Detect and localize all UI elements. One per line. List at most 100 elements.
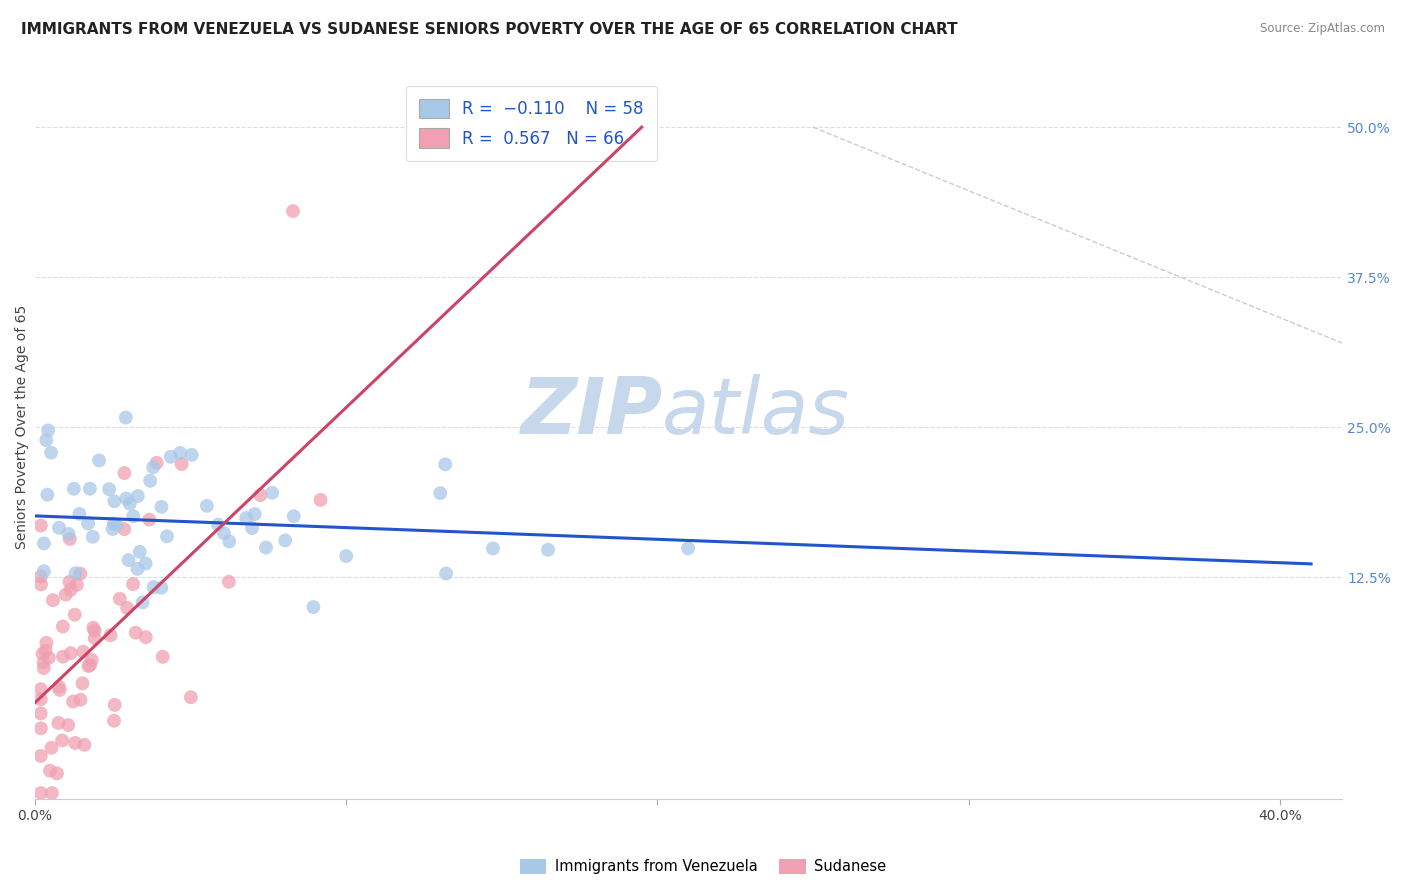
- Point: [87, 453, 110, 467]
- Point: [30, 706, 52, 721]
- Point: [482, 541, 505, 556]
- Point: [30, 577, 52, 591]
- Point: [100, 628, 122, 642]
- Point: [105, 517, 128, 532]
- Point: [152, 649, 174, 664]
- Point: [98, 482, 121, 496]
- Point: [169, 446, 191, 460]
- Point: [39, 445, 62, 459]
- Point: [212, 526, 235, 541]
- Point: [41, 786, 63, 800]
- Point: [79, 658, 101, 673]
- Point: [302, 600, 325, 615]
- Point: [170, 457, 193, 471]
- Point: [37, 488, 59, 502]
- Point: [156, 529, 179, 543]
- Point: [101, 522, 124, 536]
- Point: [138, 513, 160, 527]
- Point: [145, 456, 167, 470]
- Point: [103, 494, 125, 508]
- Point: [103, 714, 125, 728]
- Point: [159, 450, 181, 464]
- Point: [48, 521, 70, 535]
- Point: [30, 786, 52, 800]
- Point: [108, 591, 131, 606]
- Text: atlas: atlas: [662, 375, 851, 450]
- Point: [104, 698, 127, 712]
- Point: [62, 482, 84, 496]
- Point: [249, 488, 271, 502]
- Point: [73, 738, 96, 752]
- Point: [309, 492, 332, 507]
- Point: [35, 636, 58, 650]
- Point: [434, 566, 457, 581]
- Point: [67, 507, 90, 521]
- Point: [82, 530, 104, 544]
- Point: [135, 630, 157, 644]
- Point: [38, 764, 60, 778]
- Point: [218, 574, 240, 589]
- Text: ZIP: ZIP: [520, 375, 662, 450]
- Point: [58, 527, 80, 541]
- Point: [262, 485, 284, 500]
- Point: [69, 566, 91, 581]
- Point: [42, 593, 65, 607]
- Point: [59, 582, 82, 597]
- Point: [69, 692, 91, 706]
- Point: [122, 577, 145, 591]
- Point: [128, 545, 150, 559]
- Point: [59, 532, 82, 546]
- Point: [55, 588, 77, 602]
- Legend: R =  −0.110    N = 58, R =  0.567   N = 66: R = −0.110 N = 58, R = 0.567 N = 66: [406, 86, 657, 161]
- Point: [135, 557, 157, 571]
- Point: [283, 509, 305, 524]
- Point: [48, 715, 70, 730]
- Point: [58, 718, 80, 732]
- Y-axis label: Seniors Poverty Over the Age of 65: Seniors Poverty Over the Age of 65: [15, 305, 30, 549]
- Point: [63, 607, 86, 622]
- Point: [127, 489, 149, 503]
- Point: [66, 577, 89, 591]
- Point: [254, 541, 277, 555]
- Point: [59, 646, 82, 660]
- Point: [37, 424, 59, 438]
- Point: [62, 694, 84, 708]
- Point: [122, 509, 145, 524]
- Point: [35, 433, 58, 447]
- Point: [195, 499, 218, 513]
- Point: [281, 204, 304, 219]
- Point: [48, 680, 70, 694]
- Point: [335, 549, 357, 563]
- Point: [72, 645, 94, 659]
- Point: [45, 766, 67, 780]
- Point: [139, 474, 162, 488]
- Point: [31, 647, 53, 661]
- Point: [207, 517, 229, 532]
- Text: IMMIGRANTS FROM VENEZUELA VS SUDANESE SENIORS POVERTY OVER THE AGE OF 65 CORRELA: IMMIGRANTS FROM VENEZUELA VS SUDANESE SE…: [21, 22, 957, 37]
- Point: [32, 536, 55, 550]
- Point: [537, 542, 560, 557]
- Point: [30, 722, 52, 736]
- Point: [142, 580, 165, 594]
- Point: [117, 553, 139, 567]
- Point: [82, 621, 104, 635]
- Point: [115, 601, 138, 615]
- Point: [51, 733, 73, 747]
- Text: Source: ZipAtlas.com: Source: ZipAtlas.com: [1260, 22, 1385, 36]
- Point: [32, 656, 55, 670]
- Point: [80, 653, 103, 667]
- Point: [429, 486, 451, 500]
- Point: [103, 516, 125, 531]
- Point: [240, 521, 263, 535]
- Point: [218, 534, 240, 549]
- Point: [77, 659, 100, 673]
- Point: [38, 650, 60, 665]
- Point: [115, 491, 138, 506]
- Point: [30, 692, 52, 706]
- Point: [125, 625, 148, 640]
- Point: [83, 631, 105, 645]
- Point: [434, 458, 457, 472]
- Point: [34, 643, 56, 657]
- Point: [112, 522, 135, 536]
- Point: [131, 595, 153, 609]
